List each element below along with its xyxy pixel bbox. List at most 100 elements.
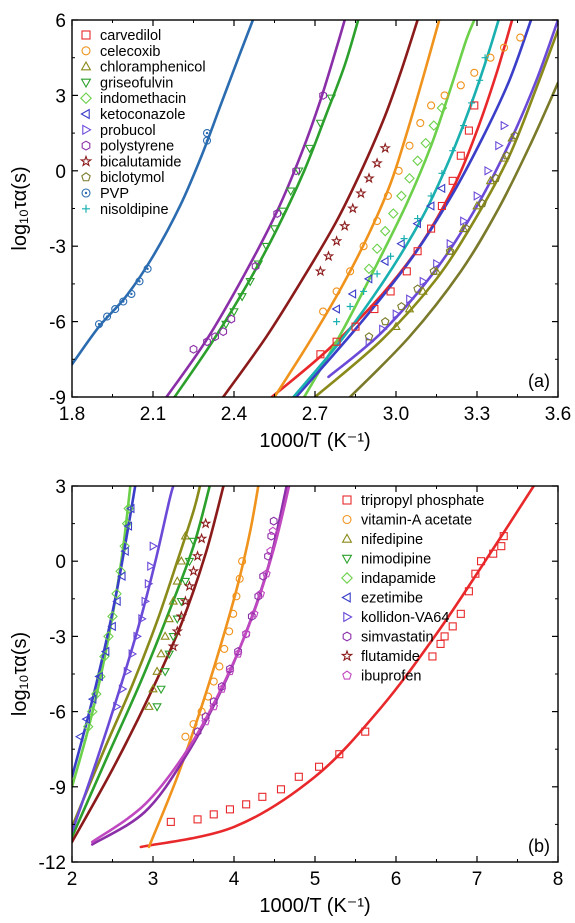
data-point-bicalutamide [322, 250, 335, 262]
data-point-griseofulvin [315, 119, 326, 129]
legend-label: chloramphenicol [100, 60, 206, 76]
data-point-nimodipine [180, 577, 191, 587]
fit-curve-ketoconazole [294, 20, 533, 397]
data-point-ezetimibe [117, 571, 126, 582]
data-point-tripropyl-phosphate [209, 810, 218, 819]
panel-label: (a) [528, 371, 550, 391]
data-point-probucol [419, 276, 429, 287]
data-point-vitamin-a-acetate [229, 609, 238, 618]
data-point-flutamide [191, 550, 204, 562]
data-point-pvp [202, 129, 212, 138]
data-point-polystyrene [211, 332, 219, 342]
data-point-nisoldipine [346, 303, 354, 311]
y-tick-label: 0 [55, 552, 66, 573]
data-point-ibuprofen [241, 629, 251, 638]
data-point-nifedipine [164, 613, 174, 623]
data-point-indomethacin [371, 243, 383, 255]
data-point-indomethacin [387, 208, 399, 219]
data-point-vitamin-a-acetate [232, 592, 241, 601]
x-tick-label: 7 [472, 869, 483, 890]
data-point-nisoldipine [400, 235, 408, 243]
y-tick-label: -12 [39, 853, 66, 874]
data-point-griseofulvin [237, 293, 247, 302]
data-point-celecoxib [427, 101, 436, 110]
data-point-carvedilol [427, 224, 436, 233]
data-point-pvp [119, 297, 128, 306]
data-point-carvedilol [370, 304, 379, 314]
data-point-simvastatin [193, 727, 202, 737]
data-point-polystyrene [292, 166, 300, 176]
data-point-carvedilol [402, 267, 411, 276]
legend-marker-flutamide [340, 649, 354, 662]
data-point-celecoxib [470, 68, 479, 77]
data-point-celecoxib [346, 267, 355, 276]
legend-marker-kollidon-va64 [343, 611, 353, 623]
data-point-chloramphenicol [485, 175, 496, 185]
x-tick-label: 1.8 [59, 404, 85, 425]
fit-curves [72, 486, 535, 849]
data-point-vitamin-a-acetate [220, 644, 229, 653]
data-point-ibuprofen [262, 569, 271, 578]
data-point-indapamide [111, 588, 122, 600]
data-point-pvp [143, 264, 152, 273]
data-point-ezetimibe [100, 646, 110, 657]
legend-marker-bicalutamide [79, 154, 93, 167]
data-point-pvp [103, 312, 112, 321]
data-point-bicalutamide [314, 265, 327, 277]
x-tick-label: 3.3 [464, 404, 490, 425]
data-point-ibuprofen [268, 526, 278, 535]
data-point-bicalutamide [363, 172, 375, 184]
data-point-tripropyl-phosphate [476, 557, 486, 566]
fit-curve-ibuprofen [90, 486, 291, 844]
data-point-ketoconazole [436, 183, 446, 194]
data-point-ezetimibe [87, 694, 97, 704]
data-point-biclotymol [380, 317, 390, 326]
data-point-polystyrene [251, 261, 260, 271]
data-point-flutamide [167, 640, 180, 652]
data-point-indomethacin [436, 102, 448, 114]
y-tick-label: -3 [49, 237, 66, 258]
legend-label: ezetimibe [361, 591, 423, 607]
data-point-tripropyl-phosphate [335, 750, 344, 759]
x-tick-label: 3 [148, 869, 159, 890]
data-point-flutamide [199, 517, 212, 529]
y-tick-label: -9 [49, 388, 66, 409]
data-point-simvastatin [226, 664, 234, 674]
x-tick-label: 2.4 [221, 404, 248, 425]
data-point-simvastatin [254, 591, 263, 601]
data-point-nisoldipine [460, 122, 467, 130]
data-point-nisoldipine [438, 169, 446, 177]
fit-curve-simvastatin [90, 486, 288, 846]
data-point-nimodipine [164, 650, 174, 660]
fit-curve-chloramphenicol [313, 28, 558, 397]
legend-label: probucol [100, 123, 156, 139]
fit-curve-biclotymol [348, 81, 558, 397]
legend-label: celecoxib [100, 44, 160, 60]
data-point-ibuprofen [217, 684, 227, 693]
data-point-flutamide [187, 565, 200, 577]
legend-marker-biclotymol [81, 172, 91, 182]
data-point-griseofulvin [326, 94, 336, 104]
data-point-ezetimibe [81, 714, 90, 724]
x-tick-label: 3.0 [383, 404, 409, 425]
data-point-griseofulvin [261, 242, 272, 252]
y-tick-label: -3 [49, 627, 66, 648]
legend-marker-ketoconazole [80, 108, 90, 120]
x-tick-label: 2.7 [302, 404, 328, 425]
data-point-nifedipine [172, 576, 183, 585]
data-point-probucol [433, 259, 442, 269]
legend: tripropyl phosphate vitamin-A acetate nife… [340, 493, 484, 685]
data-point-nisoldipine [414, 215, 422, 223]
data-point-griseofulvin [245, 278, 255, 287]
legend-label: nifedipine [361, 532, 423, 548]
data-point-celecoxib [394, 166, 403, 175]
data-point-nifedipine [168, 596, 179, 605]
data-point-tripropyl-phosphate [448, 622, 457, 631]
data-point-nisoldipine [333, 318, 341, 326]
data-point-nisoldipine [373, 270, 381, 278]
data-point-pvp [127, 289, 136, 299]
fit-curve-nifedipine [72, 486, 202, 829]
data-point-tripropyl-phosphate [193, 815, 202, 824]
fit-curve-griseofulvin [173, 20, 360, 397]
